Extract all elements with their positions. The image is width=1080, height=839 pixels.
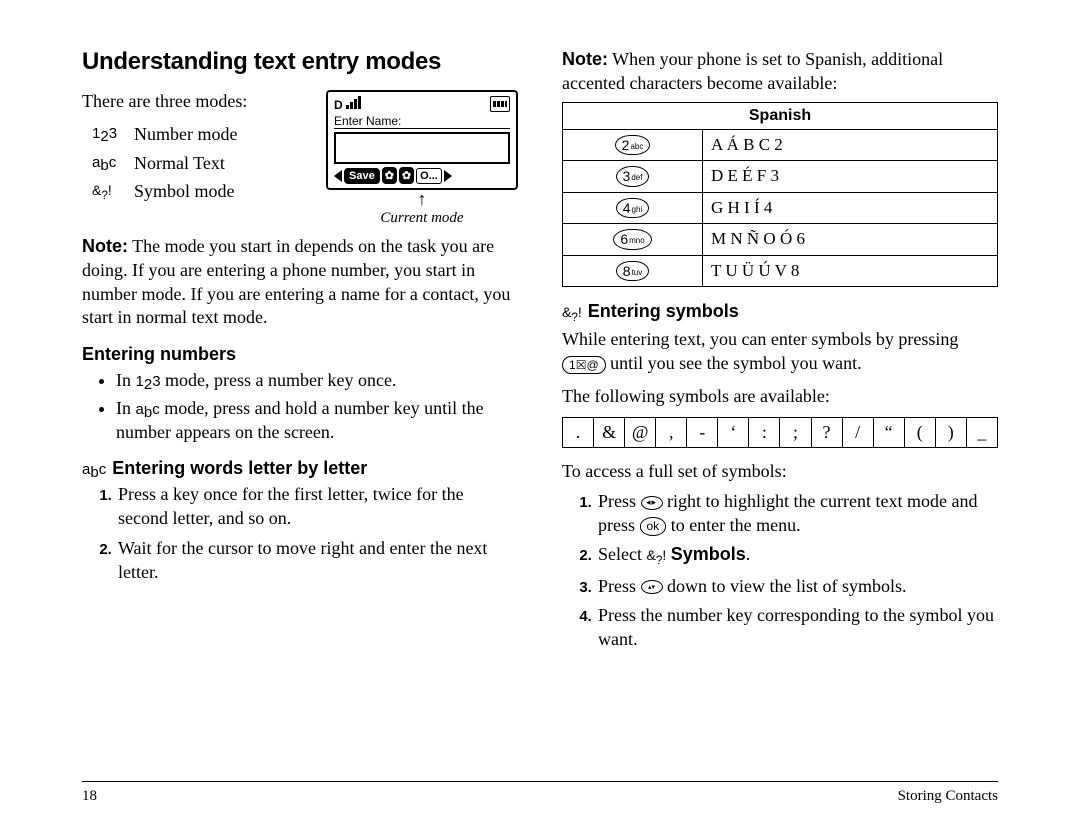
mode-note: Note: The mode you start in depends on t… — [82, 235, 518, 330]
spanish-table: Spanish 2abcA Á B C 23defD E É F 34ghiG … — [562, 102, 998, 288]
list-item: Wait for the cursor to move right and en… — [116, 537, 518, 585]
symbol-cell: _ — [966, 418, 997, 448]
screen-label: Enter Name: — [334, 114, 510, 129]
symbol-cell: & — [594, 418, 625, 448]
symbols-table: .&@,-‘:;?/“()_ — [562, 417, 998, 448]
symbols-intro: While entering text, you can enter symbo… — [562, 328, 998, 376]
phone-caption: Current mode — [326, 210, 518, 227]
list-item: Press a key once for the first letter, t… — [116, 483, 518, 531]
right-column: Note: When your phone is set to Spanish,… — [562, 48, 998, 839]
symbol-cell: ( — [904, 418, 935, 448]
list-item: Press right to highlight the current tex… — [596, 490, 998, 538]
symbol-cell: ) — [935, 418, 966, 448]
mode-row: &?!Symbol mode — [92, 177, 308, 206]
list-item: In abc mode, press and hold a number key… — [116, 397, 518, 445]
symbol-cell: ‘ — [718, 418, 749, 448]
symbols-available: The following symbols are available: — [562, 385, 998, 409]
mode-row: abcNormal Text — [92, 149, 308, 178]
symbol-cell: . — [563, 418, 594, 448]
page-title: Understanding text entry modes — [82, 48, 518, 76]
symbol-cell: ? — [811, 418, 842, 448]
list-item: Press down to view the list of symbols. — [596, 575, 998, 599]
modes-intro: There are three modes: — [82, 90, 308, 114]
symbol-cell: ; — [780, 418, 811, 448]
section-name: Storing Contacts — [898, 788, 998, 805]
list-item: Select &?! Symbols. — [596, 543, 998, 568]
symbol-cell: : — [749, 418, 780, 448]
left-column: Understanding text entry modes There are… — [82, 48, 518, 839]
symbol-cell: @ — [625, 418, 656, 448]
page-footer: 18 Storing Contacts — [82, 781, 998, 805]
symbol-cell: “ — [873, 418, 904, 448]
mode-row: 123Number mode — [92, 120, 308, 149]
phone-illustration: D Enter Name: Save ✿ ✿ O... ↑ Cur — [326, 90, 518, 227]
table-row: 6mnoM N Ñ O Ó 6 — [563, 224, 998, 256]
table-row: 2abcA Á B C 2 — [563, 129, 998, 161]
heading-entering-words: abcEntering words letter by letter — [82, 458, 518, 479]
heading-entering-numbers: Entering numbers — [82, 344, 518, 365]
table-row: 3defD E É F 3 — [563, 161, 998, 193]
heading-entering-symbols: &?!Entering symbols — [562, 301, 998, 324]
spanish-note: Note: When your phone is set to Spanish,… — [562, 48, 998, 96]
list-item: Press the number key corresponding to th… — [596, 604, 998, 652]
list-item: In 123 mode, press a number key once. — [116, 369, 518, 393]
symbol-cell: - — [687, 418, 718, 448]
spanish-header: Spanish — [563, 102, 998, 129]
symbol-cell: , — [656, 418, 687, 448]
table-row: 8tuvT U Ü Ú V 8 — [563, 255, 998, 287]
softkey-save: Save — [344, 168, 380, 184]
table-row: 4ghiG H I Í 4 — [563, 192, 998, 224]
symbols-access: To access a full set of symbols: — [562, 460, 998, 484]
page-number: 18 — [82, 788, 97, 805]
softkey-options: O... — [416, 168, 442, 184]
symbol-cell: / — [842, 418, 873, 448]
